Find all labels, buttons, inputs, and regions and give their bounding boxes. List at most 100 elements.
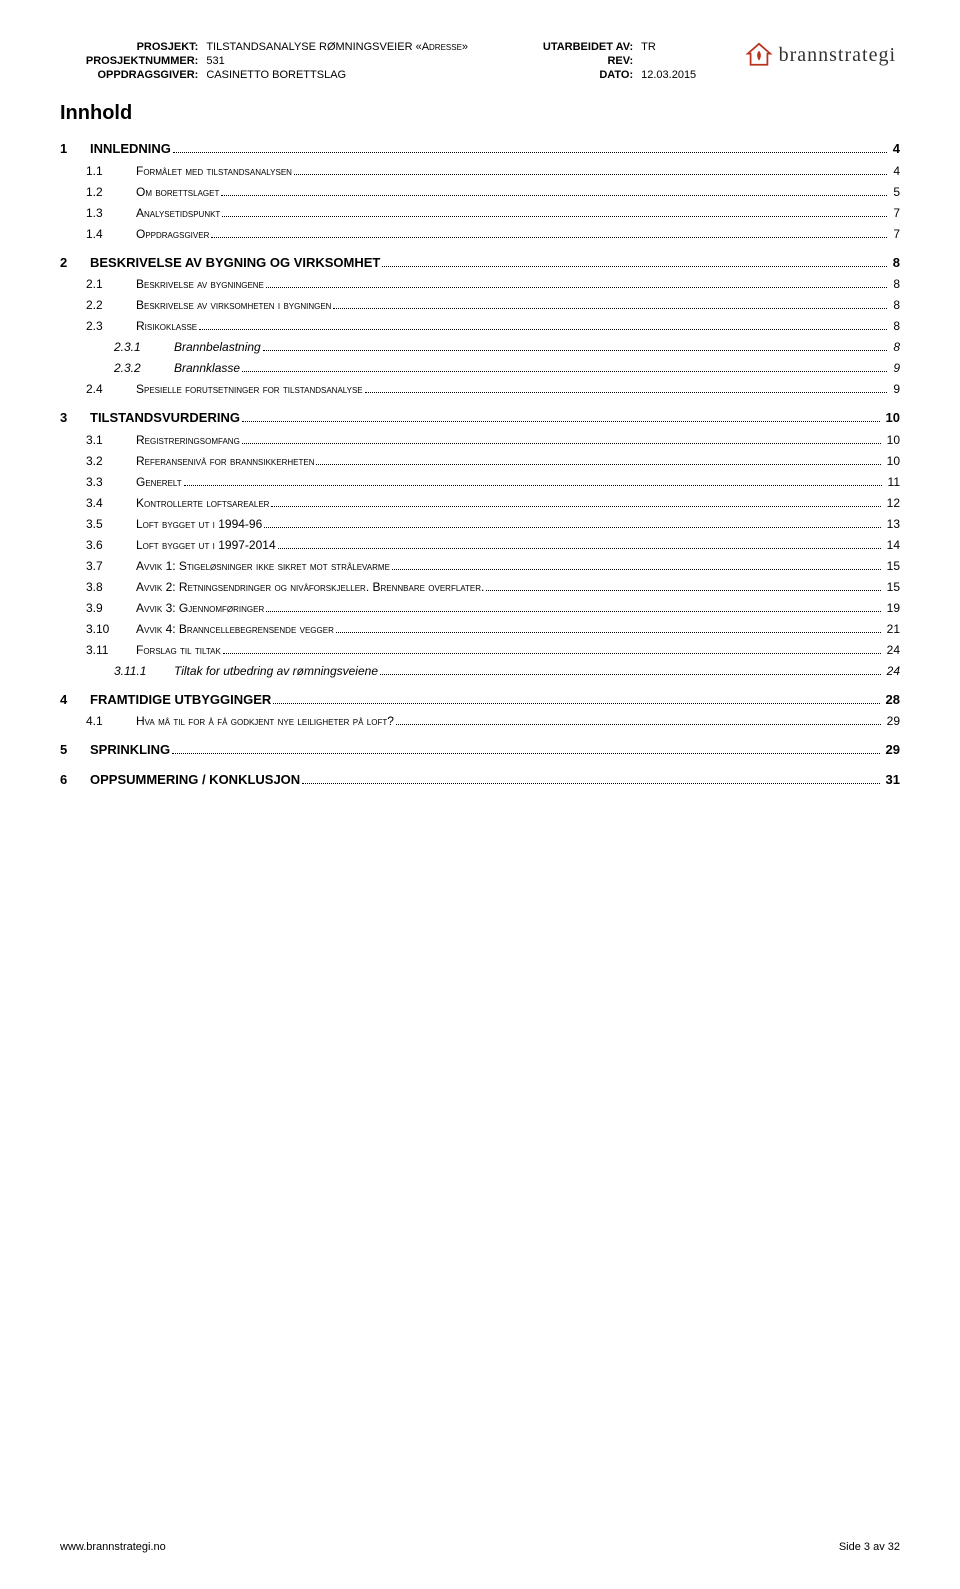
header-value-rev [637, 54, 712, 68]
toc-number: 1.1 [86, 162, 132, 180]
toc-number: 2.1 [86, 275, 132, 293]
toc-page-number: 24 [887, 662, 900, 680]
toc-page-number: 19 [887, 599, 900, 617]
toc-page-number: 7 [893, 204, 900, 222]
toc-leader-dots [266, 611, 880, 612]
toc-entry: 3.5Loft bygget ut i 1994-9613 [60, 515, 900, 533]
toc-leader-dots [333, 308, 887, 309]
header-value-prosjektnummer: 531 [202, 54, 521, 68]
toc-leader-dots [221, 195, 887, 196]
toc-number: 2.3 [86, 317, 132, 335]
toc-leader-dots [294, 174, 887, 175]
house-flame-icon [745, 41, 773, 69]
toc-page-number: 24 [887, 641, 900, 659]
toc-entry: 1.1Formålet med tilstandsanalysen4 [60, 162, 900, 180]
toc-entry: 4.1Hva må til for å få godkjent nye leil… [60, 712, 900, 730]
toc-page-number: 10 [887, 452, 900, 470]
toc-number: 2.3.2 [114, 359, 170, 377]
toc-title: Beskrivelse av virksomheten i bygningen [136, 296, 331, 314]
toc-entry: 3TILSTANDSVURDERING10 [60, 408, 900, 428]
toc-leader-dots [392, 569, 881, 570]
toc-title: Om borettslaget [136, 183, 219, 201]
page-footer: www.brannstrategi.no Side 3 av 32 [60, 1541, 900, 1553]
toc-title: Avvik 2: Retningsendringer og nivåforskj… [136, 578, 484, 596]
toc-number: 3.9 [86, 599, 132, 617]
toc-page-number: 28 [886, 690, 900, 710]
logo-text: brannstrategi [779, 44, 896, 67]
toc-number: 2 [60, 253, 86, 273]
toc-leader-dots [336, 632, 881, 633]
toc-page-number: 15 [887, 557, 900, 575]
toc-title: Brannklasse [174, 359, 240, 377]
toc-entry: 2.2Beskrivelse av virksomheten i bygning… [60, 296, 900, 314]
toc-number: 3.10 [86, 620, 132, 638]
toc-page-number: 9 [893, 359, 900, 377]
toc-number: 3.5 [86, 515, 132, 533]
toc-title: Generelt [136, 473, 182, 491]
toc-page-number: 31 [886, 770, 900, 790]
footer-page-number: Side 3 av 32 [839, 1541, 900, 1553]
header-label-utarbeidet: UTARBEIDET AV: [521, 40, 637, 54]
toc-page-number: 10 [887, 431, 900, 449]
toc-entry: 1INNLEDNING4 [60, 139, 900, 159]
toc-number: 3.3 [86, 473, 132, 491]
toc-leader-dots [365, 392, 888, 393]
toc-entry: 3.11.1Tiltak for utbedring av rømningsve… [60, 662, 900, 680]
toc-number: 3.1 [86, 431, 132, 449]
toc-page-number: 11 [888, 473, 900, 491]
toc-number: 2.3.1 [114, 338, 170, 356]
toc-title: Analysetidspunkt [136, 204, 220, 222]
toc-entry: 2.3Risikoklasse8 [60, 317, 900, 335]
toc-title: Kontrollerte loftsarealer [136, 494, 269, 512]
document-header: PROSJEKT: TILSTANDSANALYSE RØMNINGSVEIER… [60, 40, 900, 82]
toc-number: 3.2 [86, 452, 132, 470]
header-value-utarbeidet: TR [637, 40, 712, 54]
toc-number: 3.11 [86, 641, 132, 659]
toc-title: Beskrivelse av bygningene [136, 275, 264, 293]
toc-number: 6 [60, 770, 86, 790]
toc-page-number: 29 [887, 712, 900, 730]
toc-entry: 3.7Avvik 1: Stigeløsninger ikke sikret m… [60, 557, 900, 575]
toc-leader-dots [242, 371, 887, 372]
toc-title: Referansenivå for brannsikkerheten [136, 452, 314, 470]
toc-leader-dots [242, 443, 881, 444]
page-title: Innhold [60, 102, 900, 125]
toc-entry: 3.4Kontrollerte loftsarealer12 [60, 494, 900, 512]
toc-page-number: 5 [893, 183, 900, 201]
toc-leader-dots [273, 703, 879, 704]
header-value-oppdragsgiver: CASINETTO BORETTSLAG [202, 68, 521, 82]
toc-number: 3.6 [86, 536, 132, 554]
toc-entry: 3.2Referansenivå for brannsikkerheten 10 [60, 452, 900, 470]
toc-page-number: 9 [893, 380, 900, 398]
toc-title: Registreringsomfang [136, 431, 240, 449]
toc-leader-dots [302, 783, 879, 784]
toc-title: Hva må til for å få godkjent nye leiligh… [136, 712, 394, 730]
toc-title: Avvik 1: Stigeløsninger ikke sikret mot … [136, 557, 390, 575]
toc-page-number: 8 [893, 253, 900, 273]
toc-title: TILSTANDSVURDERING [90, 408, 240, 428]
toc-number: 1.4 [86, 225, 132, 243]
toc-title: Spesielle forutsetninger for tilstandsan… [136, 380, 363, 398]
toc-entry: 5SPRINKLING29 [60, 740, 900, 760]
toc-number: 1.2 [86, 183, 132, 201]
toc-leader-dots [278, 548, 881, 549]
toc-leader-dots [264, 527, 880, 528]
toc-entry: 1.2Om borettslaget 5 [60, 183, 900, 201]
toc-leader-dots [172, 753, 879, 754]
toc-leader-dots [380, 674, 881, 675]
toc-number: 3.7 [86, 557, 132, 575]
toc-title: Oppdragsgiver [136, 225, 209, 243]
toc-entry: 2.3.2Brannklasse 9 [60, 359, 900, 377]
toc-leader-dots [199, 329, 887, 330]
toc-number: 2.4 [86, 380, 132, 398]
toc-leader-dots [211, 237, 887, 238]
toc-page-number: 10 [886, 408, 900, 428]
toc-title: Tiltak for utbedring av rømningsveiene [174, 662, 378, 680]
toc-page-number: 15 [887, 578, 900, 596]
toc-entry: 4FRAMTIDIGE UTBYGGINGER28 [60, 690, 900, 710]
toc-entry: 3.11Forslag til tiltak24 [60, 641, 900, 659]
toc-number: 2.2 [86, 296, 132, 314]
toc-number: 4 [60, 690, 86, 710]
toc-number: 1 [60, 139, 86, 159]
header-label-rev: REV: [521, 54, 637, 68]
